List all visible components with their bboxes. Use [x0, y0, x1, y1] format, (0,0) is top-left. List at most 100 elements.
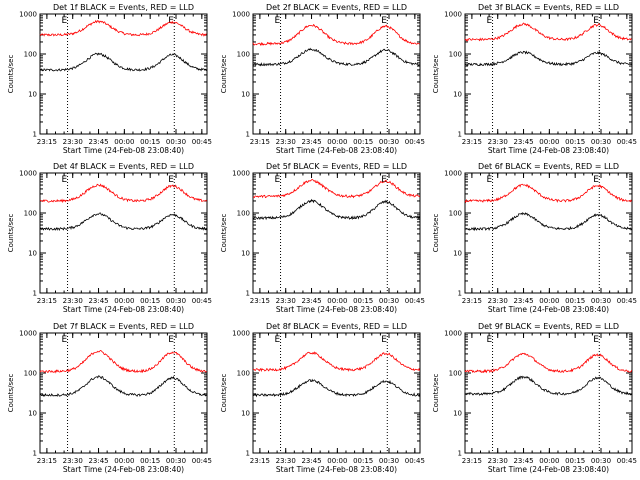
x-tick-label: 23:15 — [37, 457, 57, 465]
panel-det-3: Det 3f BLACK = Events, RED = LLD 1 10 100 10… — [432, 3, 637, 155]
y-tick-label: 100 — [237, 370, 250, 378]
x-tick-label: 00:30 — [166, 138, 186, 146]
event-marker-label: E — [275, 335, 281, 345]
y-tick-label: 1000 — [444, 11, 462, 19]
x-tick-label: 00:45 — [405, 138, 425, 146]
x-tick-label: 00:45 — [192, 138, 212, 146]
plot-frame — [464, 13, 633, 135]
y-tick-label: 100 — [24, 51, 37, 59]
x-tick-label: 00:15 — [565, 138, 585, 146]
event-marker-label: E — [62, 16, 68, 26]
x-tick-label: 23:15 — [250, 138, 270, 146]
y-tick-label: 100 — [237, 210, 250, 218]
y-axis-label: Counts/sec — [7, 55, 15, 94]
x-tick-label: 00:30 — [591, 138, 611, 146]
x-tick-label: 23:30 — [276, 297, 296, 305]
x-tick-label: 00:45 — [192, 297, 212, 305]
panel-title: Det 2f BLACK = Events, RED = LLD — [266, 3, 407, 12]
lld-series-line — [464, 352, 633, 374]
lld-series-line — [464, 183, 633, 204]
event-marker-label: E — [381, 335, 387, 345]
y-tick-label: 1000 — [232, 330, 250, 338]
x-tick-label: 23:45 — [88, 138, 108, 146]
panel-title: Det 6f BLACK = Events, RED = LLD — [478, 162, 619, 171]
plot-frame — [39, 172, 208, 294]
y-tick-label: 1000 — [444, 170, 462, 178]
y-tick-label: 10 — [241, 410, 250, 418]
lld-series-line — [253, 351, 421, 373]
plot-frame — [464, 332, 633, 454]
x-tick-label: 00:15 — [353, 138, 373, 146]
y-tick-label: 1 — [458, 290, 462, 298]
x-tick-label: 00:15 — [565, 457, 585, 465]
x-axis-label: Start Time (24-Feb-08 23:08:40) — [488, 146, 609, 155]
x-axis-label: Start Time (24-Feb-08 23:08:40) — [63, 465, 184, 474]
panel-title: Det 1f BLACK = Events, RED = LLD — [53, 3, 194, 12]
x-tick-label: 00:45 — [192, 457, 212, 465]
x-tick-label: 23:15 — [37, 297, 57, 305]
event-marker-label: E — [62, 335, 68, 345]
x-tick-label: 00:15 — [140, 138, 160, 146]
y-tick-label: 100 — [449, 51, 462, 59]
x-tick-label: 00:45 — [405, 457, 425, 465]
x-tick-label: 23:15 — [37, 138, 57, 146]
panel-title: Det 5f BLACK = Events, RED = LLD — [266, 162, 407, 171]
x-tick-label: 23:30 — [276, 457, 296, 465]
y-tick-label: 10 — [28, 91, 37, 99]
events-series-line — [464, 211, 633, 232]
event-marker-label: E — [168, 175, 174, 185]
event-marker-label: E — [275, 16, 281, 26]
event-marker-label: E — [168, 335, 174, 345]
x-axis-label: Start Time (24-Feb-08 23:08:40) — [276, 146, 397, 155]
x-tick-label: 23:30 — [63, 138, 83, 146]
x-tick-label: 00:00 — [114, 297, 134, 305]
x-axis-label: Start Time (24-Feb-08 23:08:40) — [276, 305, 397, 314]
x-tick-label: 23:45 — [301, 457, 321, 465]
panel-title: Det 3f BLACK = Events, RED = LLD — [478, 3, 619, 12]
events-series-line — [464, 375, 632, 396]
panel-title: Det 7f BLACK = Events, RED = LLD — [53, 322, 194, 331]
panel-det-9: Det 9f BLACK = Events, RED = LLD 1 10 100 10… — [432, 322, 637, 474]
x-tick-label: 00:30 — [591, 297, 611, 305]
panel-title: Det 9f BLACK = Events, RED = LLD — [478, 322, 619, 331]
y-tick-label: 100 — [24, 370, 37, 378]
x-tick-label: 00:30 — [166, 457, 186, 465]
x-tick-label: 00:00 — [327, 297, 347, 305]
event-marker-label: E — [593, 16, 599, 26]
x-tick-label: 00:30 — [591, 457, 611, 465]
plot-frame — [252, 332, 421, 454]
x-axis-label: Start Time (24-Feb-08 23:08:40) — [276, 465, 397, 474]
y-tick-label: 10 — [241, 250, 250, 258]
events-series-line — [464, 50, 633, 67]
y-tick-label: 1 — [246, 290, 250, 298]
x-tick-label: 23:15 — [462, 138, 482, 146]
x-tick-label: 23:30 — [63, 457, 83, 465]
y-axis-label: Counts/sec — [220, 214, 228, 253]
x-tick-label: 00:45 — [617, 297, 637, 305]
event-marker-label: E — [593, 335, 599, 345]
x-tick-label: 23:15 — [250, 297, 270, 305]
lld-series-line — [39, 183, 208, 204]
x-tick-label: 23:45 — [513, 457, 533, 465]
x-tick-label: 00:45 — [617, 138, 637, 146]
lld-series-line — [39, 19, 207, 37]
y-tick-label: 10 — [28, 410, 37, 418]
y-axis-label: Counts/sec — [220, 374, 228, 413]
x-tick-label: 00:00 — [539, 297, 559, 305]
y-tick-label: 10 — [453, 250, 462, 258]
x-tick-label: 23:30 — [63, 297, 83, 305]
event-marker-label: E — [487, 175, 493, 185]
events-series-line — [252, 378, 421, 398]
panel-det-8: Det 8f BLACK = Events, RED = LLD 1 10 100 10… — [220, 322, 425, 474]
y-tick-label: 10 — [241, 91, 250, 99]
x-tick-label: 23:15 — [250, 457, 270, 465]
x-tick-label: 00:45 — [405, 297, 425, 305]
x-tick-label: 23:15 — [462, 297, 482, 305]
panel-det-4: Det 4f BLACK = Events, RED = LLD 1 10 100 10… — [7, 162, 212, 314]
x-tick-label: 00:00 — [114, 138, 134, 146]
y-tick-label: 10 — [453, 410, 462, 418]
x-tick-label: 00:30 — [166, 297, 186, 305]
x-tick-label: 23:30 — [488, 457, 508, 465]
y-tick-label: 1 — [246, 450, 250, 458]
